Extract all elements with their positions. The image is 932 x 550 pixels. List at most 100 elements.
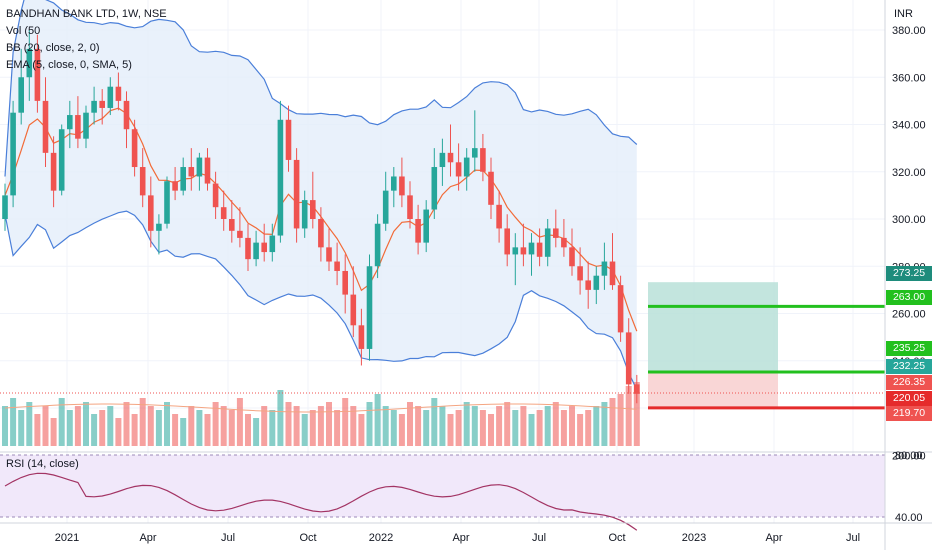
candle-body [91, 100, 97, 113]
candle-body [536, 242, 543, 257]
rsi-pane-bg [0, 455, 885, 517]
volume-bar [625, 386, 632, 446]
candle-body [480, 148, 486, 172]
candle-body [310, 200, 316, 219]
price-label-current: 232.25 [886, 359, 932, 374]
candle-body [180, 167, 186, 191]
candle-body [156, 223, 162, 231]
candle-body [204, 157, 211, 184]
volume-bar [172, 414, 179, 446]
volume-bars [2, 382, 640, 446]
target-zone[interactable] [648, 282, 778, 372]
candle-body [261, 242, 267, 253]
volume-bar [342, 398, 349, 446]
volume-bar [366, 402, 373, 446]
volume-bar [544, 406, 551, 446]
volume-bar [180, 418, 187, 446]
volume-bar [593, 406, 600, 446]
time-tick: Jul [532, 532, 546, 544]
ema-legend[interactable]: EMA (5, close, 0, SMA, 5) [6, 59, 132, 71]
time-tick: 2023 [682, 532, 706, 544]
volume-bar [74, 406, 81, 446]
price-label-target: 263.00 [886, 290, 932, 305]
volume-bar [212, 402, 219, 446]
time-tick: Jul [846, 532, 860, 544]
volume-bar [536, 410, 543, 446]
candle-body [463, 157, 470, 177]
volume-bar [407, 402, 413, 446]
price-label-last: 226.35 [886, 375, 932, 390]
candle-body [83, 112, 89, 139]
candle-body [75, 115, 81, 139]
price-label-entry: 235.25 [886, 341, 932, 356]
candle-body [553, 228, 559, 238]
rsi-axis[interactable]: 80.00 40.00 [895, 450, 923, 524]
time-tick: Apr [139, 532, 156, 544]
volume-legend[interactable]: Vol (50 [6, 25, 41, 37]
price-label-prev-close: 219.70 [886, 406, 932, 421]
time-tick: 2022 [369, 532, 393, 544]
volume-bar [26, 402, 33, 446]
candle-body [609, 261, 616, 286]
candle-body [245, 237, 251, 260]
time-tick: Apr [765, 532, 782, 544]
volume-ma-line [4, 403, 637, 413]
volume-bar [577, 414, 584, 446]
candle-body [237, 230, 243, 238]
volume-bar [496, 406, 503, 446]
candle-body [569, 247, 575, 267]
volume-bar [188, 406, 195, 446]
volume-bar [520, 406, 527, 446]
candle-body [472, 148, 478, 158]
candle-body [488, 171, 494, 205]
candle-body [277, 119, 284, 236]
volume-bar [358, 414, 365, 446]
candle-body [391, 176, 397, 191]
price-tick: 200.00 [892, 450, 926, 462]
candle-body [439, 152, 446, 168]
volume-bar [423, 410, 430, 446]
rsi-legend[interactable]: RSI (14, close) [6, 458, 79, 470]
candle-body [634, 384, 640, 394]
volume-bar [471, 406, 478, 446]
volume-bar [277, 390, 284, 446]
volume-bar [382, 406, 389, 446]
candle-body [196, 157, 203, 177]
volume-bar [107, 406, 114, 446]
volume-bar [269, 410, 276, 446]
volume-bar [569, 406, 575, 446]
candle-body [374, 223, 381, 267]
candle-body [455, 162, 462, 177]
candle-body [139, 167, 146, 196]
volume-bar [50, 418, 57, 446]
candle-body [520, 247, 527, 255]
candle-body [212, 183, 219, 208]
time-axis[interactable]: 2021 Apr Jul Oct 2022 Apr Jul Oct 2023 Apr Jul [55, 532, 860, 544]
stop-zone[interactable] [648, 371, 778, 408]
volume-bar [398, 414, 405, 446]
candle-body [293, 159, 300, 229]
currency-label: INR [894, 8, 913, 20]
volume-bar [164, 402, 170, 446]
candle-body [561, 237, 567, 248]
price-tick: 360.00 [892, 72, 926, 84]
volume-bar [390, 410, 397, 446]
volume-bar [115, 418, 122, 446]
volume-bar [66, 410, 73, 446]
candle-body [67, 115, 73, 130]
candle-body [10, 112, 16, 196]
volume-bar [463, 402, 470, 446]
candle-body [504, 228, 510, 255]
candle-body [399, 176, 405, 196]
time-tick: Oct [608, 532, 625, 544]
candle-body [447, 152, 454, 163]
volume-bar [617, 394, 624, 446]
bollinger-legend[interactable]: BB (20, close, 2, 0) [6, 42, 100, 54]
volume-bar [139, 398, 146, 446]
candle-body [123, 100, 130, 130]
volume-bar [91, 414, 98, 446]
price-tick: 320.00 [892, 167, 926, 179]
candle-body [164, 181, 170, 224]
volume-bar [488, 414, 494, 446]
